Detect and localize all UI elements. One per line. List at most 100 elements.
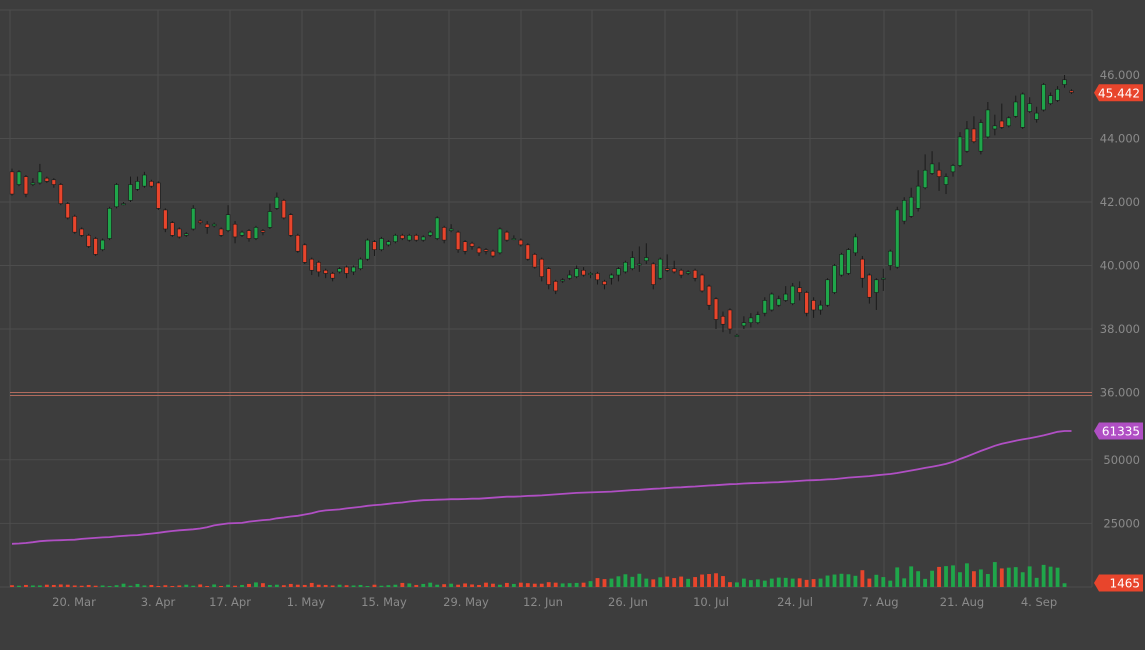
volume-bar bbox=[616, 576, 621, 587]
candle bbox=[783, 286, 788, 303]
candle bbox=[665, 254, 670, 272]
volume-bar bbox=[463, 583, 467, 587]
candle bbox=[323, 268, 328, 279]
candle-body bbox=[177, 228, 182, 238]
volume-bar bbox=[1048, 566, 1053, 587]
candle bbox=[699, 273, 705, 293]
volume-bar bbox=[435, 584, 440, 587]
candle bbox=[950, 163, 956, 177]
volume-bar bbox=[853, 575, 858, 587]
candle bbox=[525, 243, 531, 261]
candle-body bbox=[65, 203, 70, 219]
candle bbox=[23, 175, 29, 198]
candle-body bbox=[1041, 84, 1046, 111]
volume-bar bbox=[965, 563, 969, 587]
candle bbox=[434, 216, 440, 241]
volume-bar bbox=[400, 582, 405, 587]
volume-bar bbox=[484, 582, 488, 587]
candle bbox=[992, 114, 998, 136]
candle-body bbox=[469, 242, 475, 247]
candle bbox=[825, 278, 830, 307]
volume-bar bbox=[958, 572, 962, 587]
candle bbox=[1062, 75, 1067, 88]
volume-bar bbox=[184, 584, 189, 587]
candle bbox=[678, 268, 684, 279]
volume-bar bbox=[1027, 566, 1032, 587]
candle-body bbox=[546, 268, 551, 285]
candle bbox=[1069, 89, 1074, 95]
x-tick-label: 12. Jun bbox=[523, 595, 563, 609]
candle-body bbox=[253, 227, 259, 239]
candle-body bbox=[274, 196, 280, 209]
candle-body bbox=[23, 176, 29, 195]
candle-body bbox=[72, 215, 77, 233]
candle-body bbox=[602, 281, 607, 285]
volume-bar bbox=[867, 578, 872, 587]
volume-bar bbox=[254, 582, 258, 587]
candle bbox=[421, 235, 426, 242]
candle bbox=[1048, 92, 1053, 106]
candle-body bbox=[504, 231, 510, 241]
candle-body bbox=[943, 176, 949, 185]
volume-bar bbox=[693, 577, 698, 587]
volume-bar bbox=[86, 584, 91, 587]
candle-body bbox=[922, 169, 928, 189]
candle-body bbox=[797, 287, 802, 293]
candle bbox=[386, 240, 391, 247]
candle-body bbox=[539, 258, 544, 277]
grid bbox=[0, 9, 1093, 588]
candle bbox=[462, 240, 468, 255]
candle-body bbox=[100, 239, 105, 250]
volume-bar bbox=[790, 578, 795, 587]
line-last-tag-shape bbox=[1094, 422, 1143, 440]
volume-bar bbox=[261, 583, 265, 587]
candle-body bbox=[225, 214, 231, 231]
volume-bar bbox=[721, 576, 725, 587]
volume-bar bbox=[240, 584, 244, 587]
volume-bar bbox=[267, 584, 272, 587]
candle bbox=[957, 132, 963, 168]
candle bbox=[734, 333, 740, 337]
volume-series bbox=[10, 562, 1067, 587]
candle-body bbox=[37, 171, 43, 184]
candle-body bbox=[218, 228, 224, 236]
volume-bar bbox=[902, 578, 907, 587]
candle-body bbox=[232, 223, 238, 238]
volume-bar bbox=[651, 579, 656, 587]
candle-body bbox=[490, 250, 496, 257]
volume-bar bbox=[1013, 567, 1018, 587]
candle-body bbox=[804, 292, 809, 314]
candle bbox=[776, 295, 781, 307]
last-value-tags: 45.442 61335 1465 bbox=[1094, 84, 1143, 592]
volume-bar bbox=[100, 585, 105, 587]
candle bbox=[929, 151, 935, 176]
candle-body bbox=[16, 171, 22, 185]
candle bbox=[846, 248, 851, 276]
volume-bar bbox=[72, 585, 77, 587]
candle-body bbox=[407, 235, 412, 241]
volume-bar bbox=[1062, 583, 1067, 587]
volume-bar bbox=[414, 584, 419, 587]
volume-bar bbox=[442, 584, 447, 587]
candle bbox=[860, 255, 865, 288]
candle-body bbox=[330, 273, 335, 279]
volume-bar bbox=[309, 582, 314, 587]
volume-bar bbox=[316, 584, 321, 587]
candle bbox=[755, 311, 761, 325]
candle bbox=[762, 297, 768, 317]
candle bbox=[225, 205, 231, 233]
candle-body bbox=[121, 203, 126, 206]
candle-body bbox=[692, 269, 698, 279]
price-last-tag-text: 45.442 bbox=[1098, 86, 1140, 100]
candle bbox=[588, 271, 593, 279]
candle-body bbox=[630, 257, 635, 269]
candle-body bbox=[128, 184, 133, 201]
volume-bar bbox=[658, 577, 663, 587]
candle-body bbox=[964, 128, 970, 152]
volume-bar bbox=[330, 585, 335, 587]
volume-bar bbox=[51, 584, 56, 587]
volume-bar bbox=[525, 583, 530, 587]
volume-bar bbox=[219, 585, 224, 587]
volume-bar bbox=[274, 584, 279, 587]
